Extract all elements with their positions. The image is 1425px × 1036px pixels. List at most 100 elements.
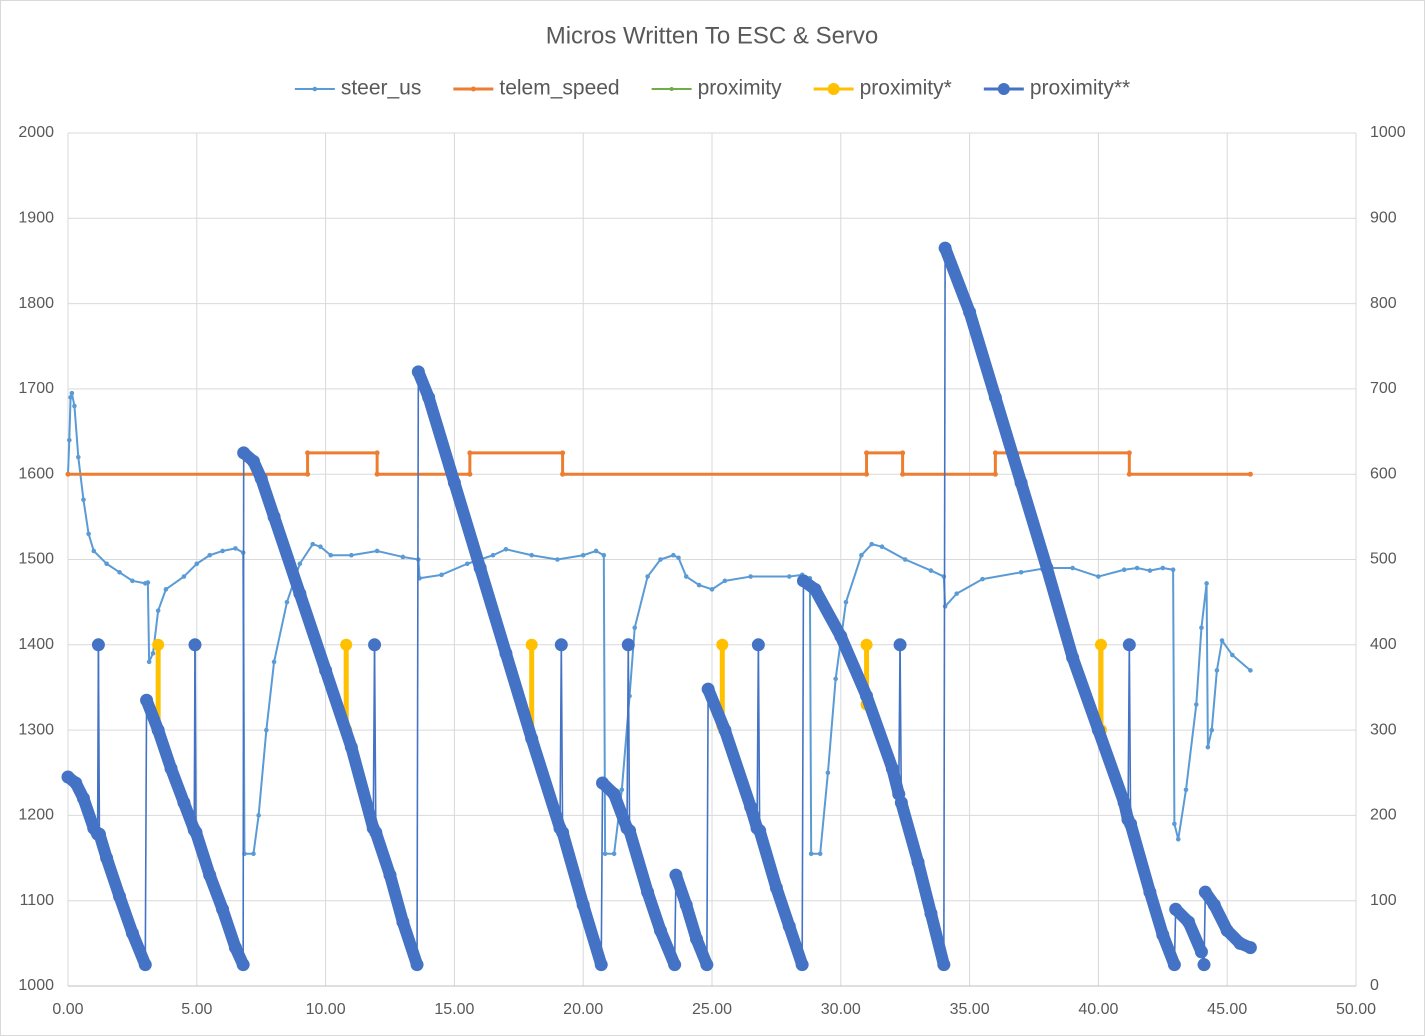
marker [937,958,951,972]
marker [151,723,165,737]
marker [383,868,397,882]
series-line [924,907,950,971]
series-line [1128,644,1132,824]
series-line [809,583,847,643]
series-line [577,898,608,971]
marker [1207,898,1221,912]
marker [641,885,655,899]
marker [72,403,77,409]
series-line [706,689,709,965]
y-tick-label: 2000 [18,124,54,141]
marker [980,576,985,582]
series-line [396,916,424,971]
marker [879,544,885,550]
marker [1014,476,1028,490]
y2-tick-label: 700 [1370,380,1397,397]
marker [194,561,200,567]
marker [236,958,250,972]
marker [554,638,568,652]
marker [86,531,91,537]
marker [503,546,509,552]
marker [1147,568,1153,573]
marker [76,454,81,460]
series-line [718,724,757,813]
marker [676,555,681,561]
marker [374,450,380,456]
x-tick-label: 25.00 [692,1001,732,1018]
marker [140,693,154,707]
legend-item: proximity** [983,77,1130,100]
marker [601,552,607,558]
legend-label: proximity [698,77,783,100]
series-line [641,886,667,937]
marker [938,241,952,255]
series-line [1066,651,1105,737]
series-line [801,580,805,965]
marker [410,958,424,972]
marker [619,787,625,793]
series-line [67,392,1252,855]
marker [113,889,127,903]
marker [447,476,461,490]
legend-marker [470,86,476,92]
marker [701,682,715,696]
series-line [474,562,512,660]
marker [1197,958,1211,972]
series-line [448,476,487,575]
series-line [783,920,809,971]
marker [164,761,178,775]
marker [1096,574,1101,579]
y-tick-label: 1200 [18,807,54,824]
marker [560,450,566,456]
marker [155,608,161,613]
y2-tick-label: 900 [1370,210,1397,227]
marker [310,541,316,547]
x-tick-label: 30.00 [821,1001,861,1018]
legend-item: telem_speed [453,77,620,100]
y-tick-label: 1900 [18,210,54,227]
marker [150,651,156,656]
marker [843,599,849,605]
series-line [416,371,420,965]
marker [305,450,311,456]
series-line [194,644,197,833]
marker [683,574,689,579]
y-tick-label: 1300 [18,721,54,738]
marker [602,851,608,857]
marker [1066,651,1080,665]
marker [653,924,667,938]
series-line [757,644,761,831]
marker [473,561,487,575]
marker [525,732,539,746]
marker [632,625,638,631]
marker [69,390,75,396]
marker [1156,928,1170,942]
chart-title: Micros Written To ESC & Servo [546,22,879,49]
series-line [623,824,654,899]
marker [146,659,152,665]
marker [623,824,637,838]
series-line [963,306,1002,404]
marker [833,676,838,682]
marker [900,471,906,477]
marker [556,825,570,839]
series-line [702,683,731,737]
marker [267,510,281,524]
y-tick-label: 1400 [18,636,54,653]
marker [900,450,906,456]
marker [319,663,333,677]
series-line [753,824,783,894]
marker [1018,569,1024,575]
marker [1121,567,1127,573]
x-tick-label: 5.00 [181,1001,212,1018]
marker [264,727,269,733]
marker [91,638,105,652]
marker [859,552,864,558]
marker [1117,796,1131,810]
marker [1143,885,1157,899]
grid: 1000110012001300140015001600170018001900… [18,124,1405,1018]
marker [594,958,608,972]
series-line [899,644,903,803]
marker [690,932,704,946]
marker [130,578,135,584]
